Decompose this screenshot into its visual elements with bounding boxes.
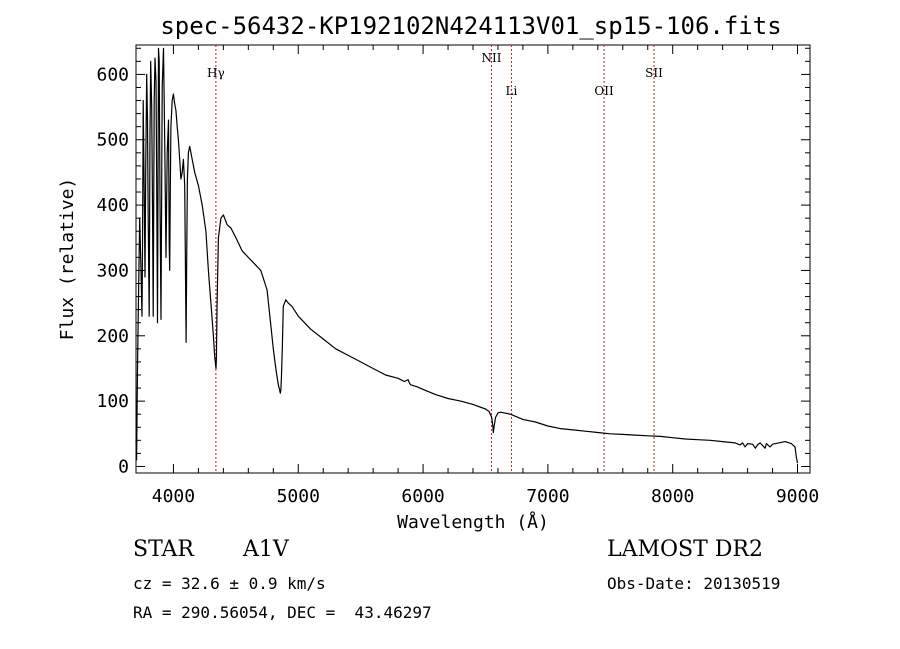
- y-tick-label: 200: [96, 326, 129, 347]
- line-marker-label: NII: [481, 51, 501, 65]
- spectral-class-label: A1V: [243, 537, 289, 562]
- plot-frame: [135, 44, 811, 474]
- y-tick-label: 400: [96, 195, 129, 216]
- y-tick-label: 600: [96, 64, 129, 85]
- line-marker-label: OII: [594, 84, 614, 98]
- line-marker-label: SII: [645, 66, 663, 80]
- spectrum-line: [135, 47, 799, 464]
- velocity-label: cz = 32.6 ± 0.9 km/s: [133, 574, 326, 593]
- x-axis-label: Wavelength (Å): [397, 511, 549, 533]
- y-tick-label: 0: [118, 456, 129, 477]
- line-marker-label: Hγ: [207, 66, 225, 80]
- x-tick-label: 7000: [526, 486, 569, 507]
- coordinates-label: RA = 290.56054, DEC = 43.46297: [133, 603, 432, 622]
- y-tick-label: 100: [96, 391, 129, 412]
- y-tick-label: 300: [96, 260, 129, 281]
- x-tick-label: 9000: [776, 486, 819, 507]
- x-tick-label: 4000: [152, 486, 195, 507]
- survey-label: LAMOST DR2: [607, 537, 763, 562]
- chart-title: spec-56432-KP192102N424113V01_sp15-106.f…: [160, 12, 781, 40]
- y-axis-label: Flux (relative): [57, 178, 78, 341]
- x-tick-label: 8000: [651, 486, 694, 507]
- obs-date-label: Obs-Date: 20130519: [607, 574, 781, 593]
- object-type-label: STAR: [133, 537, 194, 562]
- line-marker-label: Li: [506, 84, 518, 98]
- y-tick-label: 500: [96, 130, 129, 151]
- x-tick-label: 6000: [401, 486, 444, 507]
- x-tick-label: 5000: [277, 486, 320, 507]
